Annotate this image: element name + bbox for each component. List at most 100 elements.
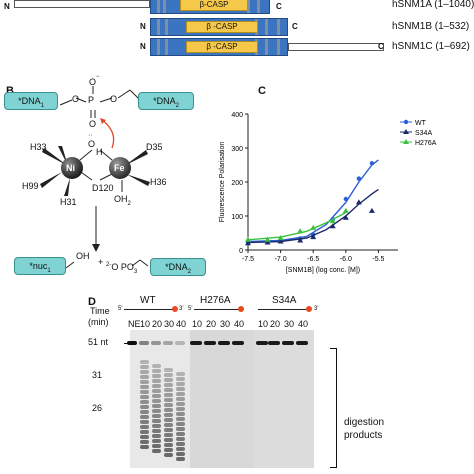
- digestion-product-band: [176, 452, 185, 456]
- o-bottom: O: [89, 119, 97, 129]
- nuc1-sub: 1: [47, 267, 51, 274]
- protein-row-snm1c: N β -CASP C hSNM1C (1–692): [0, 38, 474, 58]
- digestion-product-band: [176, 442, 185, 446]
- lane-label: 40: [298, 319, 309, 329]
- digestion-product-band: [140, 405, 149, 409]
- digestion-product-band: [152, 414, 161, 418]
- digestion-product-band: [140, 440, 149, 444]
- min-label: (min): [88, 317, 109, 327]
- y-axis-label: Fluorescence Polarisation: [219, 142, 226, 223]
- oh2-text: OH: [114, 194, 128, 204]
- digestion-product-band: [140, 425, 149, 429]
- digestion-product-band: [176, 447, 185, 451]
- five-prime: 5': [188, 306, 193, 312]
- digestion-product-band: [152, 374, 161, 378]
- x-tick-label: -7.5: [242, 256, 254, 263]
- lane-label: 10: [192, 319, 203, 329]
- h36-label: H36: [150, 177, 167, 187]
- data-point-s34a: [245, 240, 251, 246]
- digestion-product-band: [164, 423, 173, 427]
- digestion-product-band: [140, 375, 149, 379]
- dna1-chip: *DNA1: [4, 92, 58, 110]
- digestion-product-band: [164, 408, 173, 412]
- dna2-text: *DNA: [153, 96, 176, 106]
- x-tick-label: -6.0: [340, 256, 352, 263]
- c-terminus-label: C: [276, 2, 282, 11]
- gel-panel-s34a: [254, 330, 314, 468]
- protein-row-snm1b: N β -CASP C hSNM1B (1–532): [0, 18, 474, 38]
- digestion-product-band: [152, 444, 161, 448]
- three-prime: 3': [179, 306, 184, 312]
- substrate-band: [204, 341, 216, 345]
- o-left: O: [72, 94, 80, 104]
- marker-51: 51 nt: [88, 337, 109, 347]
- digestion-product-band: [164, 368, 173, 372]
- substrate-band: [139, 341, 149, 345]
- digestion-bracket: [330, 348, 337, 468]
- o-right: O: [110, 94, 118, 104]
- digestion-product-band: [164, 393, 173, 397]
- digestion-product-band: [164, 378, 173, 382]
- digestion-product-band: [140, 415, 149, 419]
- digestion-product-band: [152, 404, 161, 408]
- o-minus-charge: −: [96, 74, 100, 80]
- protein-row-snm1a: N β-CASP C hSNM1A (1–1040): [0, 0, 474, 20]
- digestion-product-band: [140, 435, 149, 439]
- digestion-product-band: [140, 380, 149, 384]
- nuc-oh: OH: [76, 251, 90, 261]
- five-prime: 5': [118, 306, 123, 312]
- marker-26: 26: [92, 403, 103, 413]
- digestion-product-band: [164, 438, 173, 442]
- digestion-product-band: [176, 382, 185, 386]
- lane-label: 10: [140, 319, 151, 329]
- digestion-product-band: [152, 399, 161, 403]
- digestion-product-band: [140, 430, 149, 434]
- x-tick-label: -5.5: [372, 256, 384, 263]
- digestion-product-band: [164, 403, 173, 407]
- digestion-product-band: [164, 428, 173, 432]
- digestion-product-band: [152, 424, 161, 428]
- fe-label: Fe: [114, 163, 125, 173]
- x-tick-label: -7.0: [275, 256, 287, 263]
- substrate-band: [175, 341, 185, 345]
- digestion-product-band: [152, 369, 161, 373]
- time-label: Time: [90, 306, 110, 316]
- lane-label: 40: [176, 319, 187, 329]
- nuc1-chip: *nuc1: [14, 257, 66, 275]
- digestion-product-band: [164, 433, 173, 437]
- iron-ion: [109, 157, 131, 179]
- substrate-band: [163, 341, 173, 345]
- products-label: products: [344, 430, 383, 441]
- dna2b-chip: *DNA2: [150, 258, 206, 276]
- digestion-product-band: [140, 370, 149, 374]
- digestion-product-band: [152, 409, 161, 413]
- dna2-chip: *DNA2: [138, 92, 194, 110]
- n-terminus-label: N: [140, 22, 146, 31]
- oh-o: O: [88, 139, 96, 149]
- o-minus: O: [89, 77, 97, 87]
- data-point-h276a: [297, 228, 304, 234]
- h31-label: H31: [60, 197, 77, 207]
- digestion-product-band: [176, 437, 185, 441]
- x-axis-label: [SNM1B] (log conc. [M]): [286, 267, 360, 274]
- h33-label: H33: [30, 142, 47, 152]
- data-point-s34a: [329, 223, 336, 229]
- digestion-product-band: [152, 384, 161, 388]
- digestion-product-band: [140, 410, 149, 414]
- lane-label: NE: [128, 319, 141, 329]
- y-tick-label: 200: [231, 180, 243, 187]
- digestion-product-band: [140, 360, 149, 364]
- panel-label-c: C: [258, 85, 266, 97]
- digestion-product-band: [176, 372, 185, 376]
- digestion-product-band: [164, 413, 173, 417]
- digestion-product-band: [152, 389, 161, 393]
- digestion-product-band: [152, 379, 161, 383]
- digestion-product-band: [140, 395, 149, 399]
- lane-label: 40: [234, 319, 245, 329]
- group-s34a: S34A: [272, 295, 297, 306]
- fit-line-s34a: [247, 188, 379, 244]
- substrate-band: [232, 341, 244, 345]
- d120-label: D120: [92, 183, 114, 193]
- data-point-h276a: [310, 224, 317, 230]
- y-tick-label: 400: [231, 112, 243, 119]
